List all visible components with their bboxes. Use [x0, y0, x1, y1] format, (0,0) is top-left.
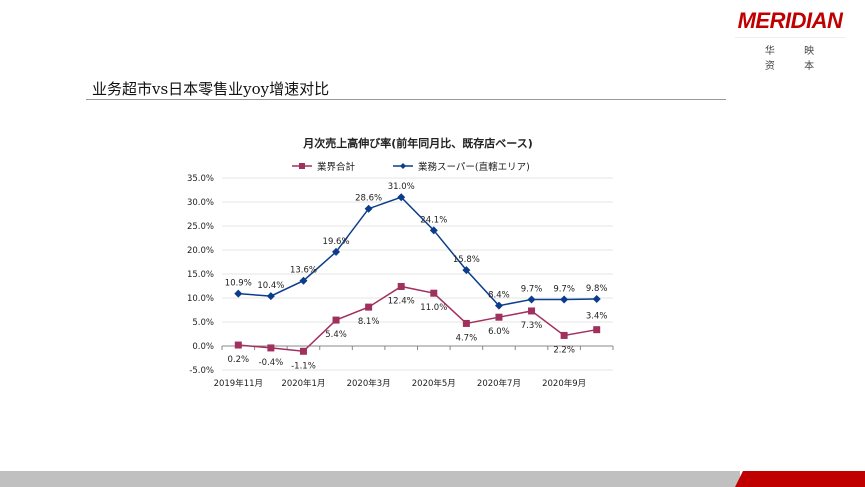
- data-point: [299, 347, 307, 355]
- y-tick-label: 20.0%: [187, 246, 214, 256]
- x-tick-label: 2020年3月: [347, 378, 391, 389]
- y-tick-label: -5.0%: [189, 366, 214, 376]
- y-tick-label: 15.0%: [187, 270, 214, 280]
- data-point: [234, 341, 242, 349]
- y-tick-label: 25.0%: [187, 222, 214, 232]
- logo-wordmark: MERIDIAN: [737, 8, 843, 33]
- data-label: 10.4%: [257, 281, 284, 291]
- data-point: [364, 204, 373, 213]
- legend: 業界合計 業務スーパー(直轄エリア): [292, 161, 530, 173]
- data-label: 13.6%: [290, 266, 317, 276]
- data-label: 11.0%: [420, 303, 447, 313]
- series-line: [238, 285, 597, 353]
- data-point: [560, 295, 569, 304]
- x-tick-label: 2020年1月: [281, 378, 325, 389]
- data-label: 9.8%: [586, 284, 608, 294]
- data-point: [527, 295, 536, 304]
- data-point: [430, 289, 438, 297]
- data-label: 10.9%: [225, 279, 252, 289]
- data-point: [332, 247, 341, 256]
- logo-subtitle: 华 映 资 本: [764, 46, 828, 72]
- data-label: 24.1%: [420, 215, 447, 225]
- data-point: [495, 313, 503, 321]
- x-tick-label: 2020年9月: [542, 378, 586, 389]
- title-divider: [86, 99, 726, 100]
- data-label: 6.0%: [488, 327, 510, 337]
- x-tick-label: 2020年5月: [412, 378, 456, 389]
- data-point: [234, 289, 243, 298]
- y-tick-label: 0.0%: [192, 342, 214, 352]
- data-point: [397, 193, 406, 202]
- data-label: 5.4%: [325, 330, 347, 340]
- chart-title: 月次売上高伸び率(前年同月比、既存店ベース): [302, 136, 533, 150]
- data-point: [494, 301, 503, 310]
- data-label: -1.1%: [291, 361, 316, 371]
- y-tick-label: 30.0%: [187, 198, 214, 208]
- data-label: 8.1%: [358, 317, 380, 327]
- data-point: [266, 292, 275, 301]
- data-point: [429, 226, 438, 235]
- data-point: [299, 276, 308, 285]
- meridian-logo: MERIDIAN 华 映 资 本: [735, 8, 845, 72]
- legend-marker-square: [299, 163, 305, 169]
- legend-marker-diamond: [400, 163, 406, 169]
- x-tick-label: 2019年11月: [214, 378, 263, 389]
- data-label: 7.3%: [521, 321, 543, 331]
- data-label: 8.4%: [488, 291, 510, 301]
- data-label: -0.4%: [259, 358, 284, 368]
- data-label: 0.2%: [227, 355, 249, 365]
- data-label: 19.6%: [323, 237, 350, 247]
- data-point: [593, 326, 601, 334]
- data-label: 12.4%: [388, 296, 415, 306]
- y-tick-label: 5.0%: [192, 318, 214, 328]
- data-point: [592, 294, 601, 303]
- data-point: [462, 319, 470, 327]
- data-label: 9.7%: [521, 284, 543, 294]
- y-tick-label: 35.0%: [187, 174, 214, 184]
- data-label: 4.7%: [456, 333, 478, 343]
- data-label: 3.4%: [586, 312, 608, 322]
- data-point: [560, 331, 568, 339]
- data-label: 28.6%: [355, 194, 382, 204]
- data-label: 15.8%: [453, 255, 480, 265]
- data-label: 31.0%: [388, 182, 415, 192]
- data-point: [528, 307, 536, 315]
- logo-divider: [735, 37, 845, 38]
- data-label: 2.2%: [553, 345, 575, 355]
- legend-label: 業界合計: [317, 161, 356, 173]
- slide-title: 业务超市vs日本零售业yoy增速对比: [92, 80, 330, 98]
- data-point: [462, 266, 471, 275]
- data-point: [332, 316, 340, 324]
- legend-label: 業務スーパー(直轄エリア): [418, 161, 530, 173]
- x-tick-label: 2020年7月: [477, 378, 521, 389]
- y-tick-label: 10.0%: [187, 294, 214, 304]
- data-label: 9.7%: [553, 284, 575, 294]
- data-point: [267, 344, 275, 352]
- data-point: [365, 303, 373, 311]
- footer-bar-gray: [0, 471, 740, 487]
- data-point: [397, 282, 405, 290]
- series-line: [238, 196, 597, 307]
- footer-bar-red: [735, 471, 865, 487]
